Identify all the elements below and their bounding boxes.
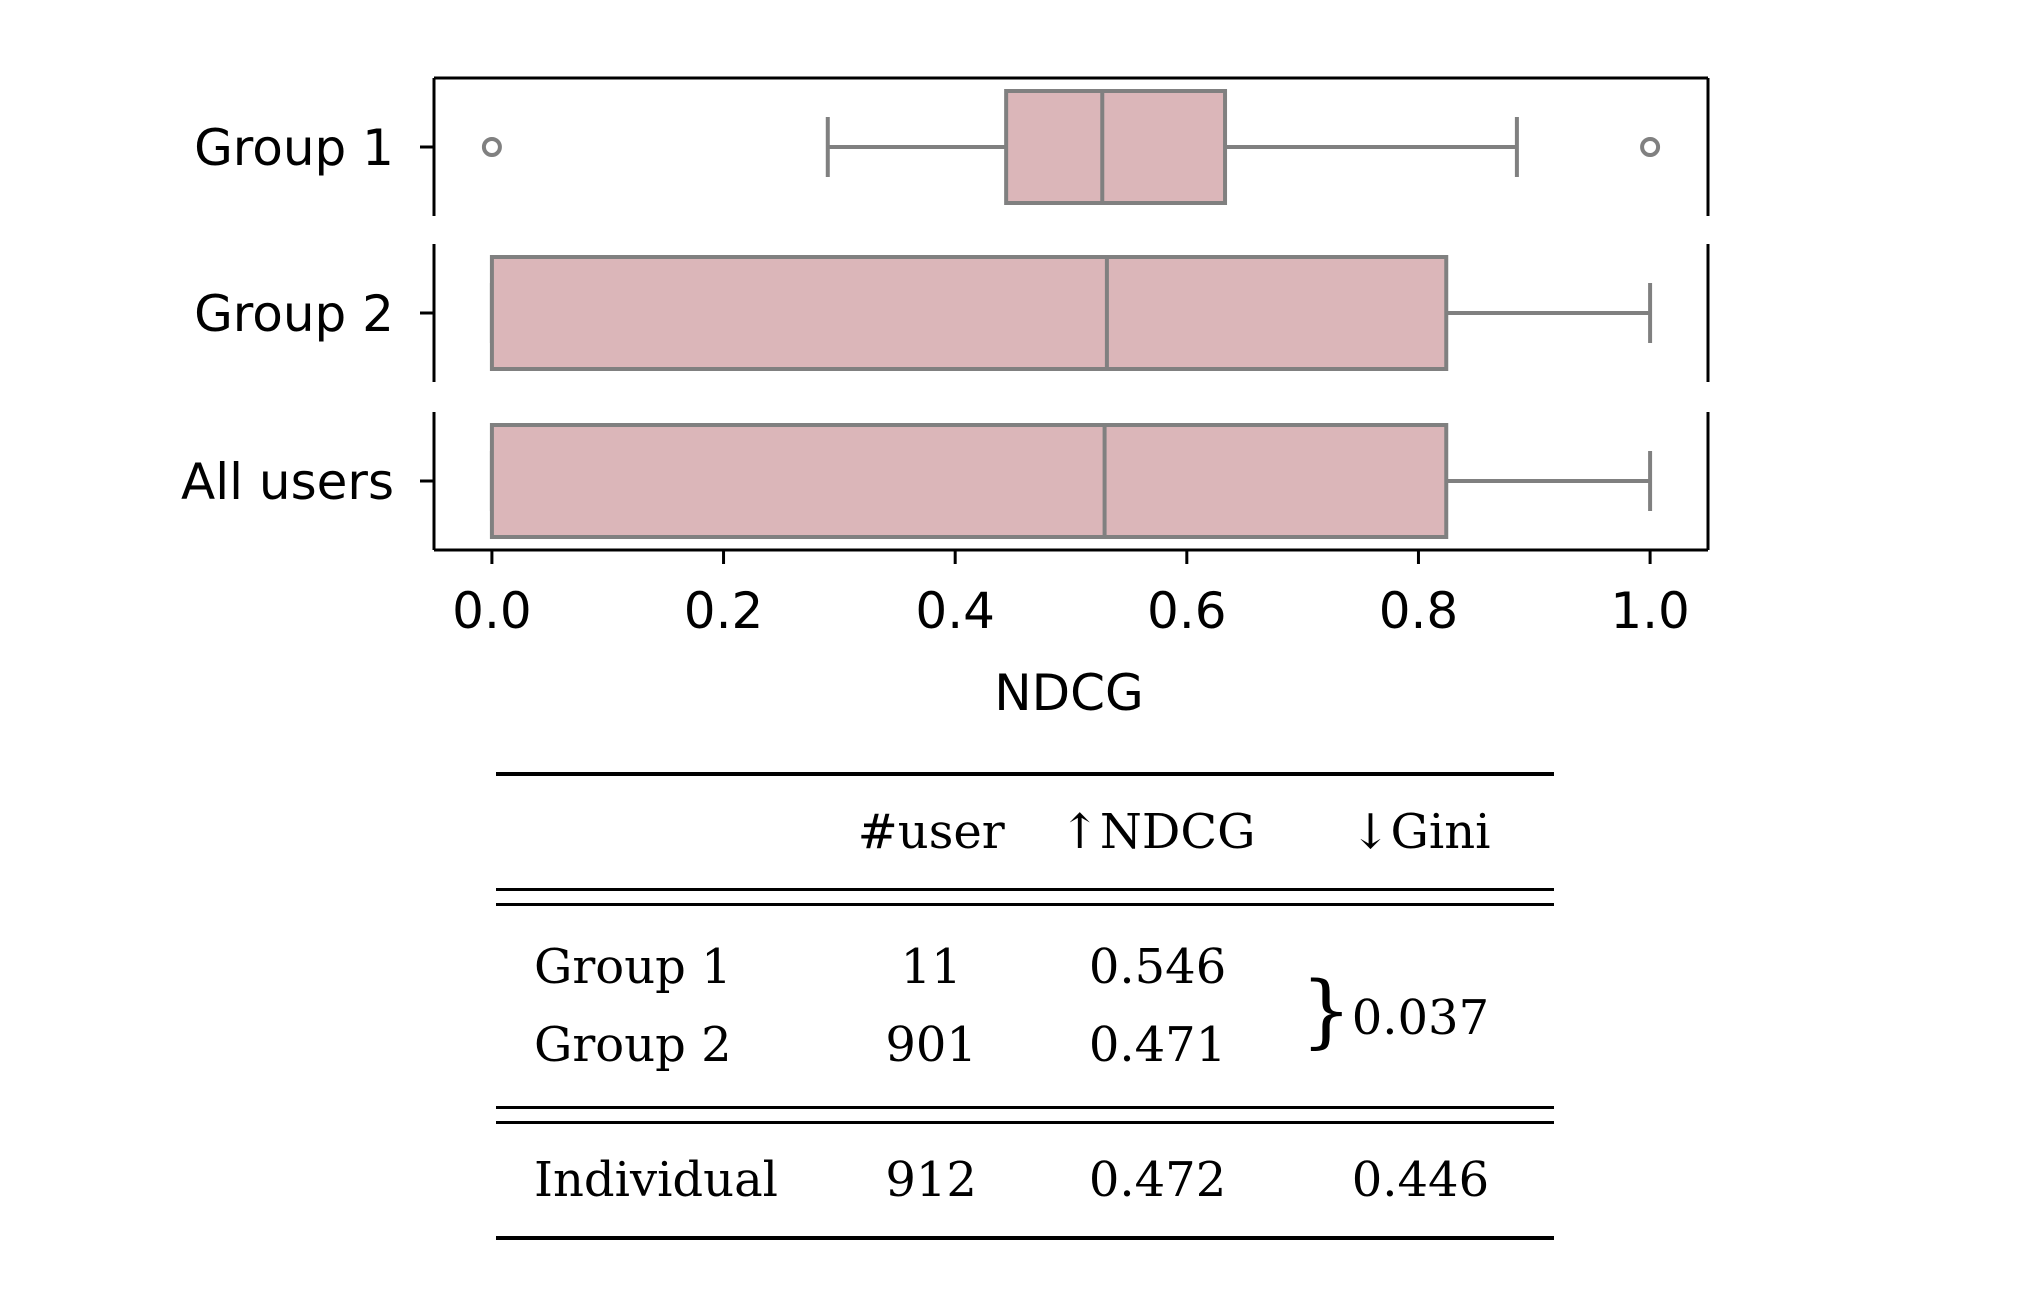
- header-user: #user: [857, 804, 1005, 860]
- row-ndcg: 0.546: [1088, 939, 1227, 995]
- header-ndcg: ↑NDCG: [1059, 804, 1256, 860]
- x-axis: 0.0 0.2 0.4 0.6 0.8 1.0: [452, 550, 1690, 640]
- y-tick-label: Group 1: [194, 119, 394, 177]
- iqr-box: [489, 255, 1449, 371]
- boxplot-panels: Group 1 Group 2 All users: [181, 76, 1710, 552]
- row-gini: 0.446: [1351, 1152, 1490, 1208]
- x-tick-label: 0.6: [1147, 582, 1227, 640]
- outlier-point: [1640, 137, 1661, 157]
- y-tick-label: All users: [181, 453, 394, 511]
- group-gini-cell: }0.037: [1287, 928, 1554, 1084]
- x-tick-label: 0.2: [684, 582, 764, 640]
- brace-symbol: }: [1300, 963, 1352, 1057]
- stats-table: #user ↑NDCG ↓Gini Group 1 11 0.546 }0.03…: [496, 772, 1554, 1240]
- row-ndcg: 0.472: [1088, 1152, 1227, 1208]
- box-panel: All users: [181, 412, 1710, 552]
- header-empty: [496, 776, 834, 888]
- iqr-box: [1004, 89, 1228, 205]
- ndcg-boxplot-chart: Group 1 Group 2 All users 0.0 0.2 0.4 0.6 0.8 1…: [181, 76, 1710, 722]
- box-panel: Group 1: [194, 76, 1710, 216]
- header-gini: ↓Gini: [1350, 804, 1491, 860]
- x-axis-title: NDCG: [994, 664, 1144, 722]
- x-tick-label: 0.4: [915, 582, 995, 640]
- table-header-row: #user ↑NDCG ↓Gini: [496, 776, 1554, 888]
- outlier-point: [481, 137, 502, 157]
- row-name: Group 1: [534, 939, 732, 995]
- row-name: Group 2: [534, 1017, 732, 1073]
- x-tick-label: 0.0: [452, 582, 532, 640]
- y-tick-label: Group 2: [194, 285, 394, 343]
- table-row: Group 2 901 0.471: [496, 1006, 1554, 1084]
- x-tick-label: 1.0: [1610, 582, 1690, 640]
- row-ndcg: 0.471: [1088, 1017, 1227, 1073]
- x-tick-label: 0.8: [1379, 582, 1459, 640]
- row-users: 901: [885, 1017, 977, 1073]
- row-name: Individual: [534, 1152, 779, 1208]
- table-row: Group 1 11 0.546 }0.037: [496, 928, 1554, 1057]
- table-row-individual: Individual 912 0.472 0.446: [496, 1124, 1554, 1236]
- iqr-box: [489, 423, 1449, 539]
- row-users: 912: [885, 1152, 977, 1208]
- group-gini-value: 0.037: [1351, 989, 1490, 1046]
- box-panel: Group 2: [194, 244, 1710, 382]
- row-users: 11: [900, 939, 962, 995]
